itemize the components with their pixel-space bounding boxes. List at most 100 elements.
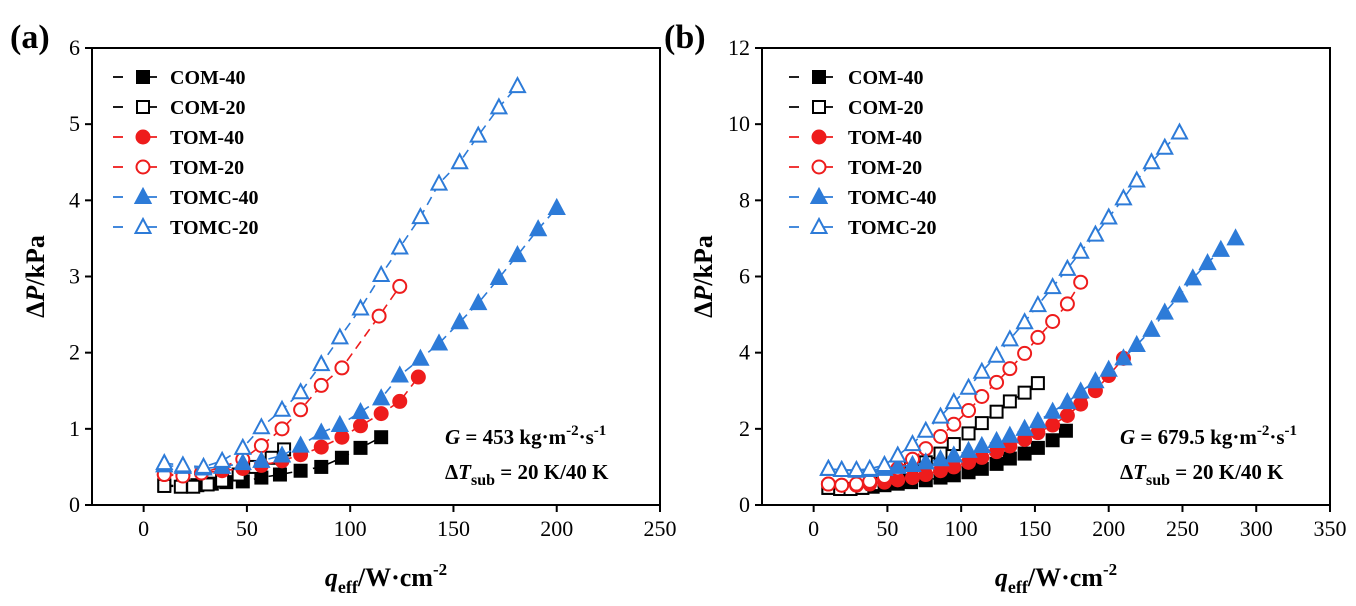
data-point <box>1002 394 1017 409</box>
legend-label: TOM-40 <box>170 127 244 149</box>
data-point <box>847 459 866 477</box>
panel-label: (b) <box>664 19 706 56</box>
data-point <box>450 152 469 170</box>
data-point <box>373 406 389 422</box>
data-point <box>374 430 389 445</box>
legend-marker <box>136 70 150 84</box>
data-point <box>291 435 310 453</box>
annotation-subcooling: ΔTsub = 20 K/40 K <box>1120 460 1284 489</box>
legend-marker <box>136 100 150 114</box>
data-point <box>489 97 509 115</box>
data-point <box>819 458 838 476</box>
data-point <box>1000 329 1020 347</box>
y-tick-label: 12 <box>728 35 750 60</box>
y-tick-label: 8 <box>739 187 750 212</box>
data-point <box>233 437 252 455</box>
data-point <box>875 454 894 473</box>
data-point <box>1030 376 1045 391</box>
data-point <box>916 452 935 470</box>
data-point <box>186 479 201 494</box>
data-point <box>1155 137 1174 155</box>
data-point <box>1086 224 1105 242</box>
panel-label: (a) <box>10 19 50 56</box>
data-point <box>411 348 430 366</box>
data-point <box>989 374 1005 390</box>
data-point <box>1045 433 1060 448</box>
data-point <box>155 452 174 471</box>
data-point <box>888 445 907 463</box>
data-point <box>351 298 370 316</box>
x-axis-title: qeff/W·cm-2 <box>325 560 447 597</box>
data-point <box>959 377 978 395</box>
legend-label: TOMC-40 <box>848 187 937 209</box>
data-point <box>291 382 310 400</box>
legend-marker <box>812 70 826 84</box>
data-point <box>1099 359 1118 377</box>
data-point <box>1030 440 1045 455</box>
legend-label: TOM-40 <box>848 127 922 149</box>
data-point <box>1058 423 1073 438</box>
data-point <box>508 245 527 263</box>
y-tick-label: 2 <box>69 340 80 365</box>
data-point <box>1155 302 1174 320</box>
data-point <box>392 278 408 294</box>
data-point <box>832 459 851 477</box>
data-point <box>272 445 292 463</box>
data-point <box>233 452 252 471</box>
data-point <box>313 439 329 455</box>
data-point <box>1058 392 1077 410</box>
data-point <box>469 125 488 143</box>
legend-label: COM-40 <box>848 67 924 89</box>
data-point <box>1030 329 1046 345</box>
data-point <box>1099 207 1118 225</box>
data-point <box>1002 451 1017 466</box>
data-point <box>1114 348 1133 366</box>
y-tick-label: 4 <box>69 187 80 212</box>
data-point <box>834 477 850 493</box>
data-point <box>1170 122 1189 140</box>
legend-label: TOM-20 <box>848 157 922 179</box>
data-point <box>1002 361 1018 377</box>
data-point <box>933 428 949 444</box>
data-point <box>931 406 950 424</box>
x-tick-label: 300 <box>1240 516 1273 541</box>
chart-panel-b: 0 50 100 150 200 250 300 350 0 2 4 6 8 10 12 (b) qeff/W·… <box>664 19 1347 597</box>
data-point <box>1028 411 1048 429</box>
data-point <box>987 430 1006 449</box>
data-point <box>272 467 287 482</box>
legend-marker <box>812 100 826 114</box>
data-point <box>1058 258 1077 276</box>
annotation-subcooling: ΔTsub = 20 K/40 K <box>445 460 609 489</box>
data-point <box>334 360 350 376</box>
data-point <box>429 173 449 191</box>
data-point <box>334 429 350 445</box>
data-point <box>860 458 879 476</box>
data-point <box>1000 425 1020 443</box>
data-point <box>944 392 963 410</box>
legend-label: COM-20 <box>170 97 246 119</box>
y-tick-label: 5 <box>69 111 80 136</box>
data-point <box>1127 334 1146 353</box>
data-point <box>1183 268 1202 286</box>
y-axis-title: ΔP/kPa <box>689 235 718 318</box>
legend-marker <box>809 216 829 234</box>
data-point <box>330 414 350 433</box>
data-point <box>1043 401 1062 419</box>
x-tick-label: 350 <box>1314 516 1347 541</box>
x-tick-label: 250 <box>1166 516 1199 541</box>
data-point <box>903 454 922 473</box>
data-point <box>212 450 232 468</box>
data-point <box>1071 381 1090 399</box>
data-point <box>314 459 329 474</box>
data-point <box>918 467 934 483</box>
x-tick-label: 200 <box>1092 516 1125 541</box>
y-tick-label: 0 <box>739 492 750 517</box>
y-tick-label: 2 <box>739 416 750 441</box>
legend-label: TOM-20 <box>170 157 244 179</box>
legend: COM-40 COM-20 TOM-40 TOM-20 TOMC-40 TOMC-20 <box>113 67 259 239</box>
data-point <box>1142 319 1161 337</box>
legend-label: COM-40 <box>170 67 246 89</box>
data-point <box>194 456 213 474</box>
data-point <box>1226 228 1245 246</box>
data-point <box>252 417 271 435</box>
